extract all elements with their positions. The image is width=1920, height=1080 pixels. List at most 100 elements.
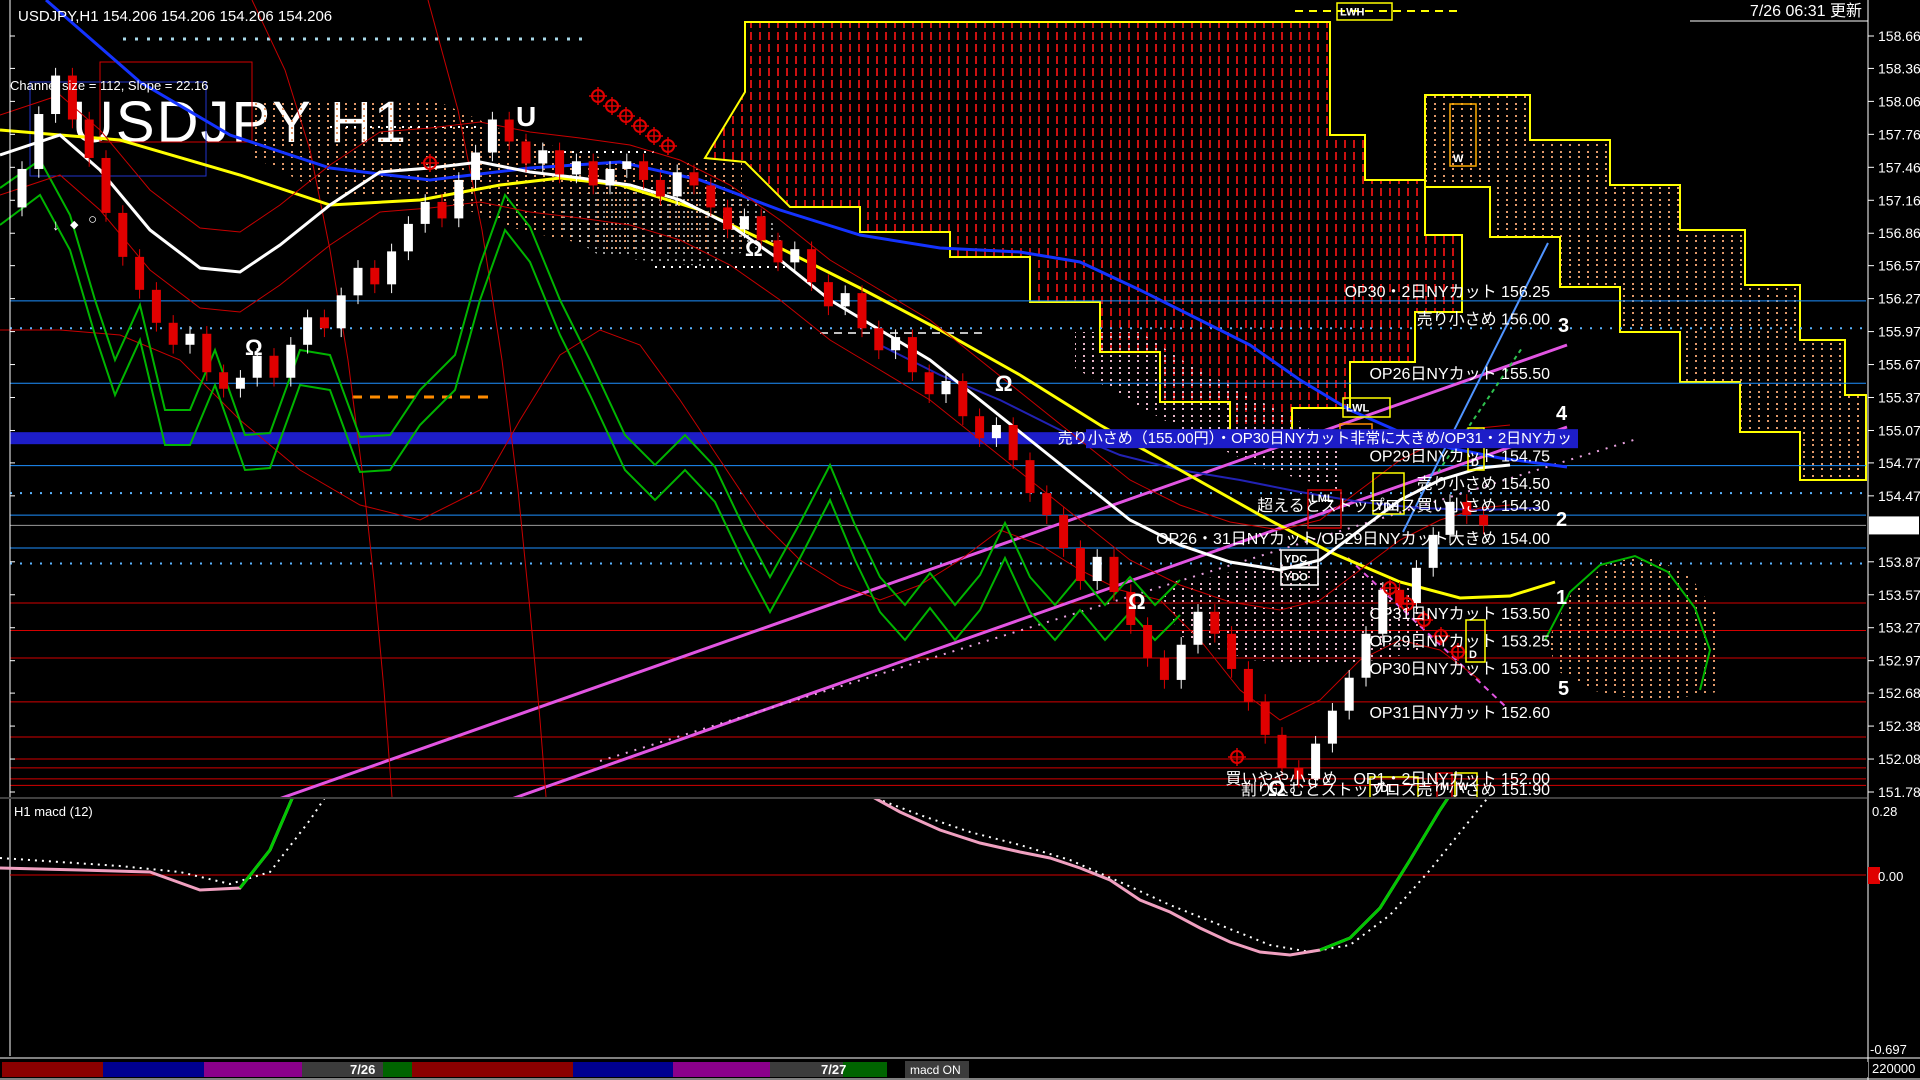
candle-body: [588, 161, 598, 186]
marker-box-d[interactable]: D: [1467, 427, 1485, 471]
axis-price-label: 151.780: [1878, 784, 1920, 800]
trendline[interactable]: [1347, 557, 1506, 707]
omega-marker-icon: Ω: [745, 236, 763, 261]
candle-body: [1243, 668, 1253, 702]
candle-body: [471, 152, 481, 180]
timeline-segment: [843, 1062, 887, 1077]
annotation-label: OP30日NYカット 153.00: [1369, 661, 1550, 678]
candle-body: [521, 141, 531, 164]
timeline-segment: [383, 1062, 412, 1077]
candle-body: [807, 249, 817, 283]
candle-body: [1378, 589, 1388, 634]
macd-indicator-label: H1 macd (12): [14, 804, 93, 819]
marker-box-lwh[interactable]: LWH: [1336, 2, 1393, 21]
marker-box-ydc[interactable]: YDC: [1280, 549, 1319, 568]
pattern-rectangle: [29, 81, 207, 177]
marker-box-lwl[interactable]: LWL: [1342, 397, 1391, 418]
trendline[interactable]: [599, 437, 1641, 762]
trendline[interactable]: [1402, 242, 1549, 533]
ichimoku-cloud: [560, 186, 782, 266]
candle-body: [1109, 556, 1119, 593]
marker-box-ydl[interactable]: YDL: [1369, 776, 1419, 799]
trendline[interactable]: [120, 425, 1568, 937]
candle-body: [437, 201, 447, 219]
annotation-highlight: [1086, 429, 1578, 449]
axis-price-label: 155.970: [1878, 324, 1920, 340]
timeline-segment: [302, 1062, 383, 1077]
candle-body: [538, 150, 548, 164]
candle-body: [1395, 589, 1405, 604]
candle-body: [151, 289, 161, 323]
marker-box-m[interactable]: M: [1436, 772, 1453, 799]
annotation-label: OP26日NYカット 155.50: [1369, 366, 1550, 383]
candle-body: [756, 216, 766, 241]
circle-cross-marker: [603, 97, 621, 115]
marker-box-ydh[interactable]: YDH: [1372, 472, 1405, 515]
candle-body: [1042, 493, 1052, 516]
circle-cross-marker: [1432, 627, 1450, 645]
candle-body: [1462, 501, 1472, 516]
annotation-label: 売り小さめ 156.00: [1417, 310, 1550, 328]
green-blob: [1544, 554, 1712, 691]
macd-zero-label: 0.00: [1878, 869, 1903, 884]
candle-body: [1227, 633, 1237, 669]
candle-body: [319, 317, 329, 329]
candle-body: [1176, 644, 1186, 680]
candle-body: [403, 223, 413, 252]
candle-body: [84, 119, 94, 158]
candle-body: [168, 322, 178, 345]
axis-price-label: 156.865: [1878, 225, 1920, 241]
blue-ma: [45, 0, 1568, 469]
axis-price-label: 158.065: [1878, 93, 1920, 109]
macd-signal-line: [0, 799, 1489, 954]
candle-body: [303, 317, 313, 345]
candle-body: [1260, 701, 1270, 735]
candle-body: [286, 344, 296, 378]
candle-body: [1311, 743, 1321, 779]
marker-box-d[interactable]: D: [1465, 619, 1486, 663]
marker-box-outline: [1372, 472, 1405, 515]
marker-box-ydo[interactable]: YDO: [1280, 567, 1319, 586]
marker-box-lml[interactable]: LML: [1307, 489, 1342, 529]
annotation-label: OP26・31日NYカット/OP29日NYカット大きめ 154.00: [1156, 530, 1550, 548]
axis-price-label: 152.680: [1878, 685, 1920, 701]
marker-box-label: LWL: [1346, 403, 1369, 415]
candle-body: [454, 179, 464, 219]
omega-marker-icon: Ω: [1268, 776, 1286, 801]
candle-body: [639, 161, 649, 180]
ichimoku-cloud: [703, 21, 1463, 443]
axis-price-label: 158.660: [1878, 28, 1920, 44]
macd-toggle-label: macd ON: [910, 1063, 961, 1077]
circle-cross-marker: [421, 154, 439, 172]
candle-body: [101, 157, 111, 213]
annotation-label: 売り小さめ（155.00円）・OP30日NYカット非常に大きめ/OP31・2日N…: [1058, 430, 1572, 447]
axis-price-label: 156.270: [1878, 291, 1920, 307]
candle-body: [1445, 501, 1455, 535]
axis-price-label: 157.765: [1878, 126, 1920, 142]
timeline-segment: [573, 1062, 673, 1077]
candle-body: [1344, 677, 1354, 711]
marker-box-w[interactable]: W: [1449, 103, 1477, 167]
candle-body: [672, 172, 682, 197]
candle-body: [622, 161, 632, 169]
timeline-segment: [673, 1062, 770, 1077]
trendline[interactable]: [1437, 347, 1523, 473]
candle-body: [1092, 556, 1102, 582]
axis-price-label: 152.975: [1878, 653, 1920, 669]
candle-body: [1210, 611, 1220, 634]
annotation-label: OP29日NYカット 154.75: [1369, 449, 1550, 466]
marker-box-w[interactable]: W: [1454, 772, 1478, 799]
omega-marker-icon: Ω: [245, 335, 263, 360]
marker-box-outline: [1336, 2, 1393, 21]
circle-cross-marker: [617, 107, 635, 125]
candle-body: [1479, 515, 1489, 526]
macd-min-label: -0.697: [1870, 1042, 1907, 1057]
marker-box-label: D: [1469, 649, 1477, 661]
marker-box-label: LWH: [1340, 7, 1364, 19]
yellow-ma: [0, 128, 1556, 600]
axis-price-label: 154.775: [1878, 455, 1920, 471]
marker-box-label: W: [1453, 153, 1464, 165]
macd-toggle-button[interactable]: macd ON: [905, 1061, 969, 1078]
candle-body: [991, 424, 1001, 439]
